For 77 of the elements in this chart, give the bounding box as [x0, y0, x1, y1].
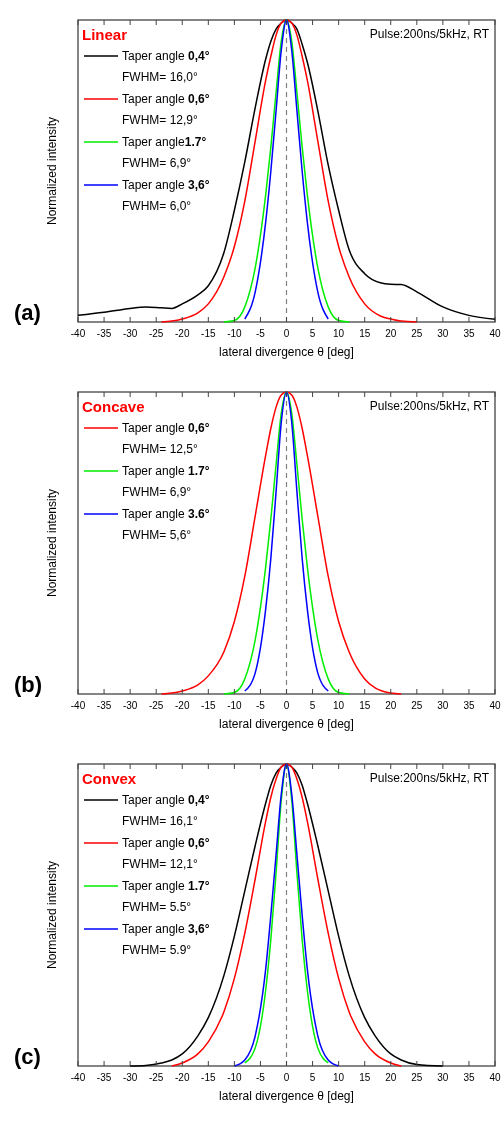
- x-tick-label: -20: [175, 328, 190, 339]
- x-tick-label: 35: [463, 700, 475, 711]
- x-tick-label: 30: [437, 1072, 449, 1083]
- x-tick-label: 40: [489, 1072, 501, 1083]
- legend-label: Taper angle 0,6° FWHM= 12,9°: [122, 92, 210, 127]
- x-axis-title: lateral divergence θ [deg]: [219, 1089, 354, 1103]
- x-tick-label: 25: [411, 700, 423, 711]
- x-tick-label: -15: [201, 700, 216, 711]
- x-tick-label: 10: [333, 328, 345, 339]
- x-tick-label: -20: [175, 700, 190, 711]
- x-tick-label: -20: [175, 1072, 190, 1083]
- x-tick-label: -25: [148, 1072, 164, 1083]
- legend-label: Taper angle 0,6° FWHM= 12,5°: [122, 421, 210, 456]
- text: (a): [14, 300, 41, 325]
- x-tick-label: -5: [255, 1072, 266, 1083]
- x-tick-label: 25: [411, 1072, 423, 1083]
- x-tick-label: -40: [70, 700, 86, 711]
- x-tick-label: 25: [411, 328, 423, 339]
- x-tick-label: -35: [96, 1072, 112, 1083]
- legend-label: Taper angle 0,4° FWHM= 16,1°: [122, 793, 210, 828]
- annotation: Pulse:200ns/5kHz, RT: [369, 771, 490, 785]
- legend-label: Taper angle 1.7° FWHM= 5.5°: [122, 879, 210, 914]
- x-tick-label: 20: [385, 1072, 397, 1083]
- x-tick-label: -15: [201, 328, 216, 339]
- x-tick-label: 35: [463, 328, 475, 339]
- x-tick-label: -25: [148, 700, 164, 711]
- x-tick-label: 5: [309, 700, 316, 711]
- chart-title: Convex: [82, 770, 137, 787]
- y-axis-title: Normalized intensity: [45, 116, 59, 226]
- legend-label: Taper angle 1.7° FWHM= 6,9°: [122, 464, 210, 499]
- x-tick-label: -10: [227, 328, 243, 339]
- x-axis-title: lateral divergence θ [deg]: [219, 345, 354, 359]
- x-tick-label: 15: [359, 328, 371, 339]
- text: (b): [14, 672, 43, 697]
- x-tick-label: -30: [122, 328, 138, 339]
- x-tick-label: 40: [489, 328, 501, 339]
- text: (c): [14, 1044, 41, 1069]
- x-tick-label: 5: [309, 328, 316, 339]
- legend-label: Taper angle 0,4° FWHM= 16,0°: [122, 49, 210, 84]
- x-tick-label: 15: [359, 700, 371, 711]
- x-tick-label: -5: [255, 700, 266, 711]
- x-tick-label: -15: [201, 1072, 216, 1083]
- x-tick-label: 5: [309, 1072, 316, 1083]
- x-tick-label: -5: [255, 328, 266, 339]
- x-tick-label: -40: [70, 328, 86, 339]
- x-tick-label: -35: [96, 700, 112, 711]
- y-axis-title: Normalized intensity: [45, 860, 59, 970]
- legend-label: Taper angle 3.6° FWHM= 5,6°: [122, 507, 210, 542]
- y-axis-title: Normalized intensity: [45, 488, 59, 598]
- x-tick-label: 15: [359, 1072, 371, 1083]
- x-tick-label: 0: [283, 1072, 290, 1083]
- x-tick-label: 0: [283, 700, 290, 711]
- chart-title: Linear: [82, 26, 128, 43]
- x-tick-label: 10: [333, 1072, 345, 1083]
- chart-title: Concave: [82, 398, 145, 415]
- x-tick-label: 20: [385, 328, 397, 339]
- x-tick-label: -30: [122, 700, 138, 711]
- x-tick-label: -40: [70, 1072, 86, 1083]
- legend-label: Taper angle 0,6° FWHM= 12,1°: [122, 836, 210, 871]
- x-tick-label: -10: [227, 1072, 243, 1083]
- x-tick-label: -30: [122, 1072, 138, 1083]
- x-tick-label: 20: [385, 700, 397, 711]
- x-tick-label: -10: [227, 700, 243, 711]
- legend-label: Taper angle 3,6° FWHM= 5.9°: [122, 922, 210, 957]
- legend-label: Taper angle 3,6° FWHM= 6,0°: [122, 178, 210, 213]
- annotation: Pulse:200ns/5kHz, RT: [369, 27, 490, 41]
- x-tick-label: 35: [463, 1072, 475, 1083]
- x-tick-label: 10: [333, 700, 345, 711]
- annotation: Pulse:200ns/5kHz, RT: [369, 399, 490, 413]
- x-tick-label: 40: [489, 700, 501, 711]
- x-tick-label: 30: [437, 700, 449, 711]
- x-tick-label: -35: [96, 328, 112, 339]
- x-axis-title: lateral divergence θ [deg]: [219, 717, 354, 731]
- x-tick-label: -25: [148, 328, 164, 339]
- x-tick-label: 30: [437, 328, 449, 339]
- x-tick-label: 0: [283, 328, 290, 339]
- legend-label: Taper angle1.7° FWHM= 6,9°: [122, 135, 207, 170]
